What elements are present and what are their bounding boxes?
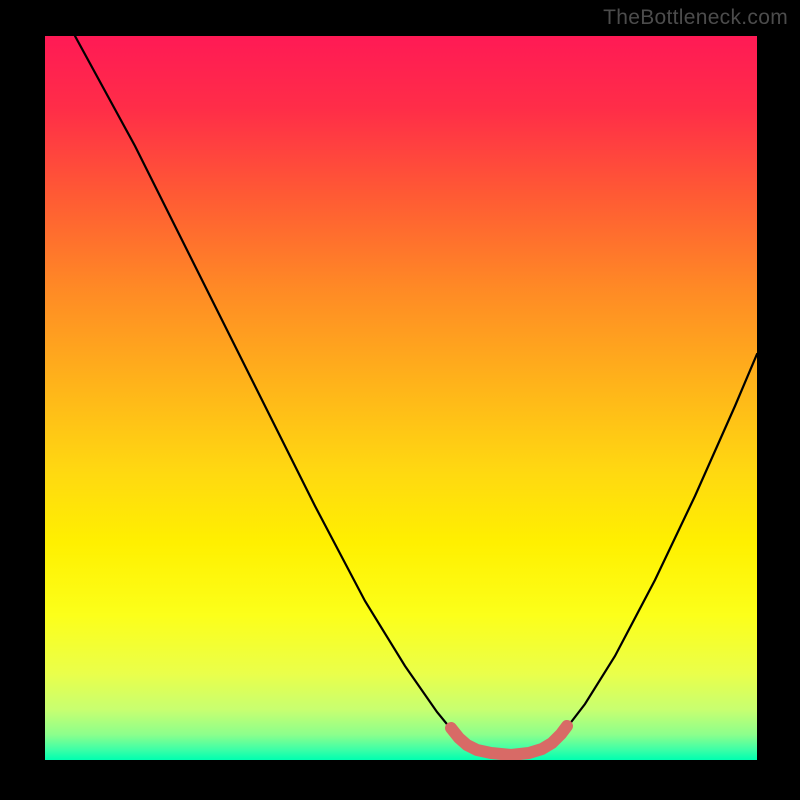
gradient-background [45,36,757,760]
watermark-text: TheBottleneck.com [603,6,788,30]
plot-area [45,36,757,760]
chart-svg [45,36,757,760]
chart-frame: TheBottleneck.com [0,0,800,800]
